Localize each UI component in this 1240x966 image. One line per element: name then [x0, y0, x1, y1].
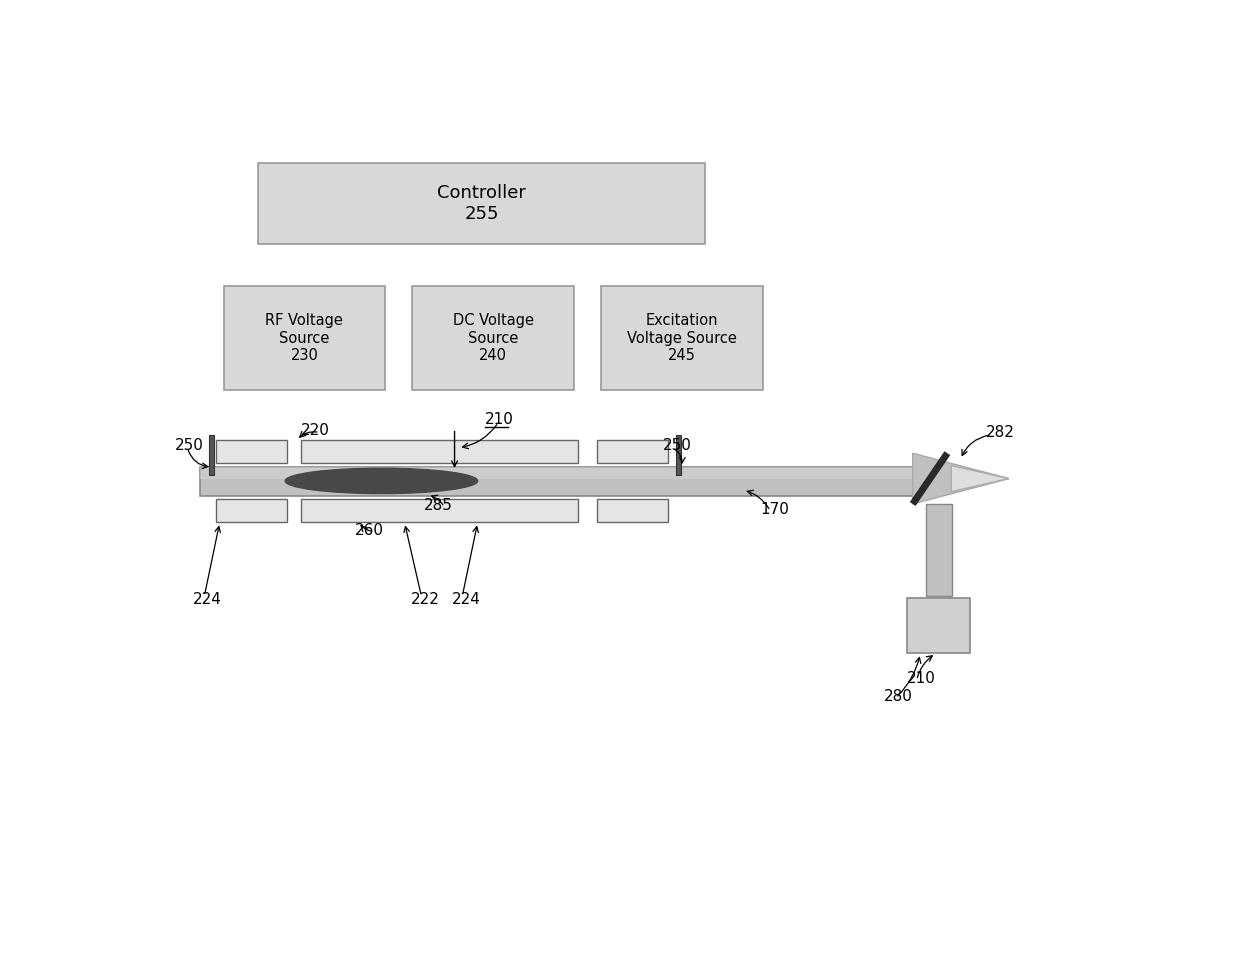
Text: 210: 210	[906, 671, 935, 686]
FancyBboxPatch shape	[300, 440, 578, 463]
FancyBboxPatch shape	[676, 435, 681, 474]
Text: 260: 260	[355, 523, 383, 538]
Text: 250: 250	[175, 438, 203, 453]
Text: 280: 280	[883, 689, 913, 704]
FancyBboxPatch shape	[926, 504, 952, 596]
Polygon shape	[913, 453, 1009, 504]
Text: DC Voltage
Source
240: DC Voltage Source 240	[453, 313, 533, 363]
Text: 224: 224	[453, 592, 481, 607]
Text: Controller
255: Controller 255	[436, 184, 526, 223]
Text: 285: 285	[424, 498, 453, 513]
FancyBboxPatch shape	[223, 286, 386, 390]
Text: 220: 220	[300, 422, 330, 438]
Text: Excitation
Voltage Source
245: Excitation Voltage Source 245	[626, 313, 737, 363]
Ellipse shape	[285, 469, 477, 494]
Text: 282: 282	[986, 425, 1014, 440]
FancyBboxPatch shape	[216, 440, 286, 463]
Polygon shape	[951, 466, 1009, 492]
FancyBboxPatch shape	[412, 286, 574, 390]
FancyBboxPatch shape	[300, 499, 578, 523]
Text: 170: 170	[760, 502, 789, 517]
FancyBboxPatch shape	[906, 598, 970, 653]
Text: 250: 250	[662, 438, 692, 453]
Text: 224: 224	[192, 592, 222, 607]
FancyBboxPatch shape	[208, 435, 215, 474]
FancyBboxPatch shape	[216, 499, 286, 523]
FancyBboxPatch shape	[201, 467, 940, 497]
Text: 210: 210	[485, 412, 515, 427]
Text: 222: 222	[410, 592, 439, 607]
FancyBboxPatch shape	[601, 286, 763, 390]
Text: RF Voltage
Source
230: RF Voltage Source 230	[265, 313, 343, 363]
FancyBboxPatch shape	[201, 467, 940, 479]
FancyBboxPatch shape	[596, 499, 668, 523]
FancyBboxPatch shape	[258, 163, 704, 243]
FancyBboxPatch shape	[596, 440, 668, 463]
